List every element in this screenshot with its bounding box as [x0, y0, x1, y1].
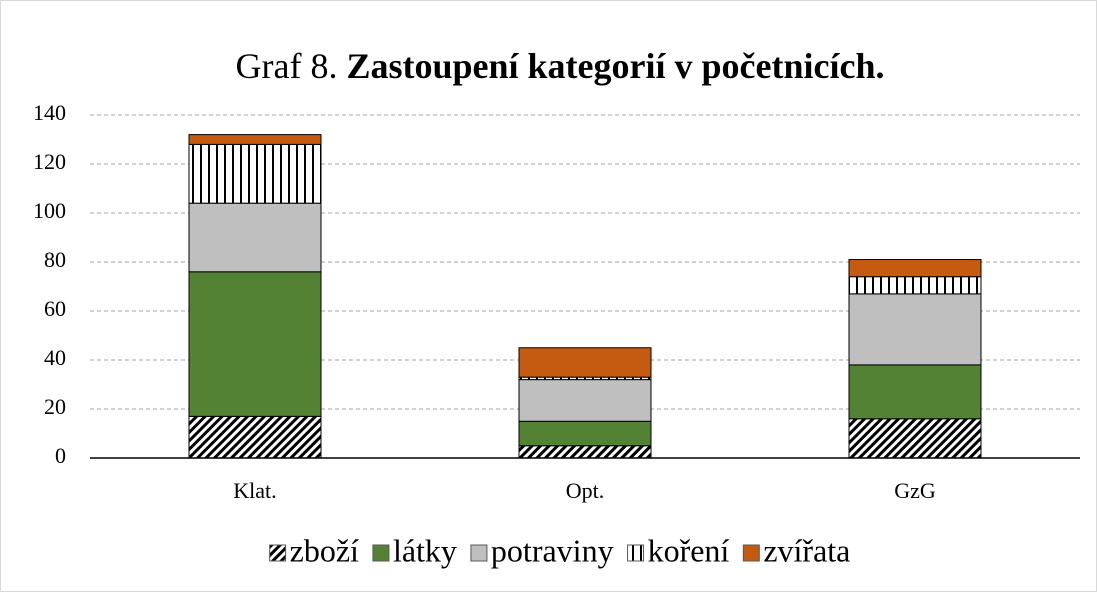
- bar-segment: [848, 293, 982, 366]
- legend-swatch: [269, 544, 287, 562]
- bar-segment: [518, 347, 652, 378]
- legend-label: látky: [393, 532, 457, 568]
- bar-segment: [848, 259, 982, 278]
- title-text: Zastoupení kategorií v početnicích.: [346, 46, 884, 86]
- bar-segment: [188, 271, 322, 417]
- x-tick-label: Opt.: [566, 478, 605, 503]
- legend-swatch: [470, 544, 488, 562]
- y-tick-label: 40: [44, 345, 66, 370]
- y-tick-label: 120: [33, 149, 66, 174]
- bar-segment: [188, 134, 322, 145]
- y-tick-label: 0: [55, 443, 66, 468]
- y-tick-label: 140: [33, 100, 66, 125]
- bar-segment: [188, 143, 322, 204]
- x-tick-label: GzG: [894, 478, 936, 503]
- title-number: Graf 8.: [236, 46, 338, 86]
- legend-label: koření: [648, 532, 730, 568]
- bar-segment: [188, 202, 322, 273]
- bar-segment: [848, 276, 982, 295]
- chart-title: Graf 8. Zastoupení kategorií v početnicí…: [236, 46, 885, 86]
- bar-segment: [848, 364, 982, 420]
- bar-segment: [518, 379, 652, 422]
- y-tick-label: 60: [44, 296, 66, 321]
- y-tick-label: 100: [33, 198, 66, 223]
- legend-swatch: [627, 544, 645, 562]
- legend-label: zvířata: [763, 532, 850, 568]
- legend-label: zboží: [290, 532, 359, 568]
- y-tick-label: 80: [44, 247, 66, 272]
- legend-label: potraviny: [491, 532, 614, 568]
- bar-segment: [518, 420, 652, 447]
- legend-swatch: [372, 544, 390, 562]
- bar-segment: [518, 445, 652, 459]
- bar-segment: [848, 418, 982, 459]
- bar-segment: [188, 415, 322, 459]
- legend-swatch: [742, 544, 760, 562]
- x-tick-label: Klat.: [233, 478, 276, 503]
- y-tick-label: 20: [44, 394, 66, 419]
